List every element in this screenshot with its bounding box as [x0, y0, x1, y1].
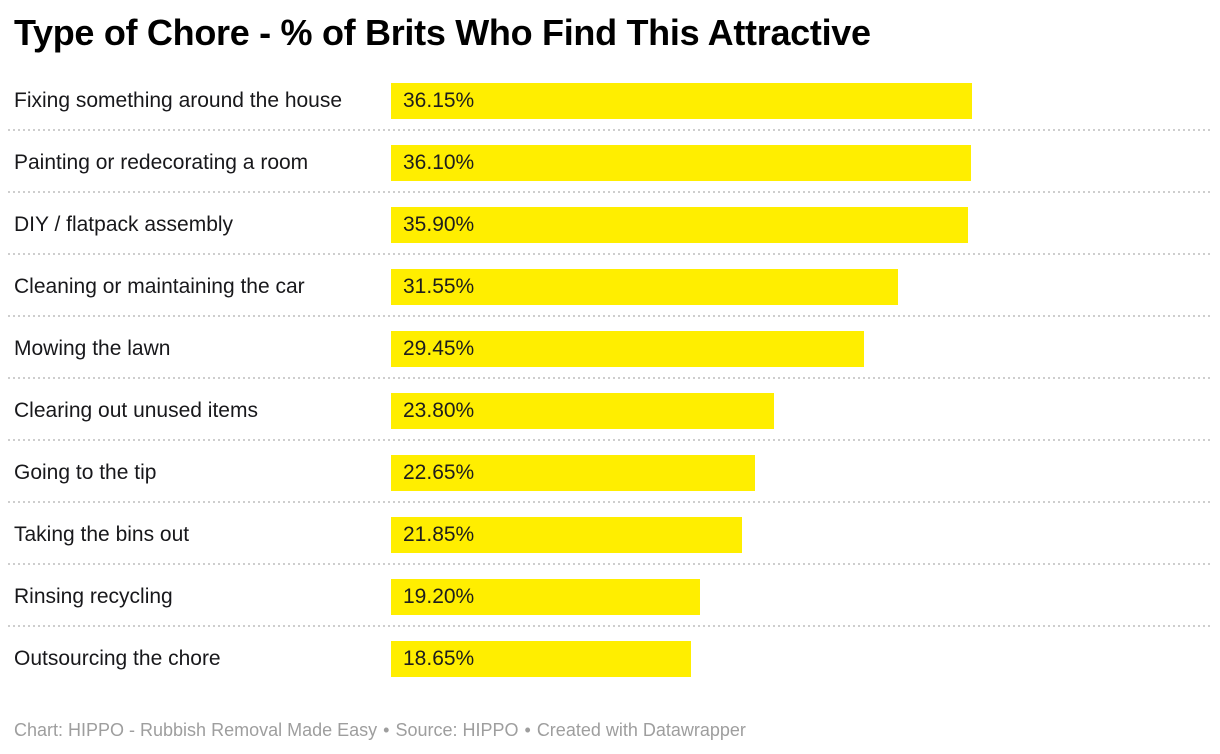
bar-track: 19.20%	[391, 579, 972, 615]
bar-track: 36.10%	[391, 145, 972, 181]
bar-value-label: 31.55%	[403, 275, 475, 298]
bar: 31.55%	[391, 269, 899, 305]
chart-credit: Chart: HIPPO - Rubbish Removal Made Easy	[14, 720, 378, 740]
category-label: Rinsing recycling	[14, 585, 173, 608]
bar-track: 21.85%	[391, 517, 972, 553]
source-credit: Source: HIPPO	[395, 720, 519, 740]
bar-value-label: 36.15%	[403, 89, 475, 112]
bar-value-label: 19.20%	[403, 585, 475, 608]
bar-track: 29.45%	[391, 331, 972, 367]
datawrapper-credit: Created with Datawrapper	[536, 720, 746, 740]
category-label: Outsourcing the chore	[14, 647, 221, 670]
bar: 36.15%	[391, 83, 972, 119]
category-label: DIY / flatpack assembly	[14, 213, 234, 236]
chart-row: Painting or redecorating a room 36.10%	[0, 132, 1220, 194]
bar-track: 18.65%	[391, 641, 972, 677]
bar: 29.45%	[391, 331, 865, 367]
category-label: Going to the tip	[14, 461, 157, 484]
bar-value-label: 35.90%	[403, 213, 475, 236]
bar: 35.90%	[391, 207, 968, 243]
category-label: Cleaning or maintaining the car	[14, 275, 305, 298]
bar: 21.85%	[391, 517, 743, 553]
bar-value-label: 21.85%	[403, 523, 475, 546]
bar-value-label: 23.80%	[403, 399, 475, 422]
chart-row: Rinsing recycling 19.20%	[0, 566, 1220, 628]
category-label: Painting or redecorating a room	[14, 151, 309, 174]
footer-separator: •	[383, 720, 390, 740]
chart-row: Fixing something around the house 36.15%	[0, 70, 1220, 132]
chart-title: Type of Chore - % of Brits Who Find This…	[14, 12, 871, 53]
bar-track: 36.15%	[391, 83, 972, 119]
bar-track: 23.80%	[391, 393, 972, 429]
chart-row: Taking the bins out 21.85%	[0, 504, 1220, 566]
chart-footer: Chart: HIPPO - Rubbish Removal Made Easy…	[0, 720, 1220, 741]
chart-row: DIY / flatpack assembly 35.90%	[0, 194, 1220, 256]
bar: 18.65%	[391, 641, 691, 677]
chart-row: Cleaning or maintaining the car 31.55%	[0, 256, 1220, 318]
category-label: Clearing out unused items	[14, 399, 258, 422]
footer-separator: •	[524, 720, 531, 740]
chart-row: Outsourcing the chore 18.65%	[0, 628, 1220, 690]
bar-track: 22.65%	[391, 455, 972, 491]
chart-row: Going to the tip 22.65%	[0, 442, 1220, 504]
chart-row: Clearing out unused items 23.80%	[0, 380, 1220, 442]
bar-value-label: 22.65%	[403, 461, 475, 484]
bar: 22.65%	[391, 455, 756, 491]
bar: 36.10%	[391, 145, 972, 181]
bar-value-label: 29.45%	[403, 337, 475, 360]
chart-row: Mowing the lawn 29.45%	[0, 318, 1220, 380]
bar-chart-body: Fixing something around the house 36.15%…	[0, 70, 1220, 690]
bar: 23.80%	[391, 393, 774, 429]
bar-value-label: 36.10%	[403, 151, 475, 174]
category-label: Taking the bins out	[14, 523, 190, 546]
bar: 19.20%	[391, 579, 700, 615]
category-label: Fixing something around the house	[14, 89, 343, 112]
bar-track: 31.55%	[391, 269, 972, 305]
category-label: Mowing the lawn	[14, 337, 171, 360]
bar-track: 35.90%	[391, 207, 972, 243]
bar-value-label: 18.65%	[403, 647, 475, 670]
